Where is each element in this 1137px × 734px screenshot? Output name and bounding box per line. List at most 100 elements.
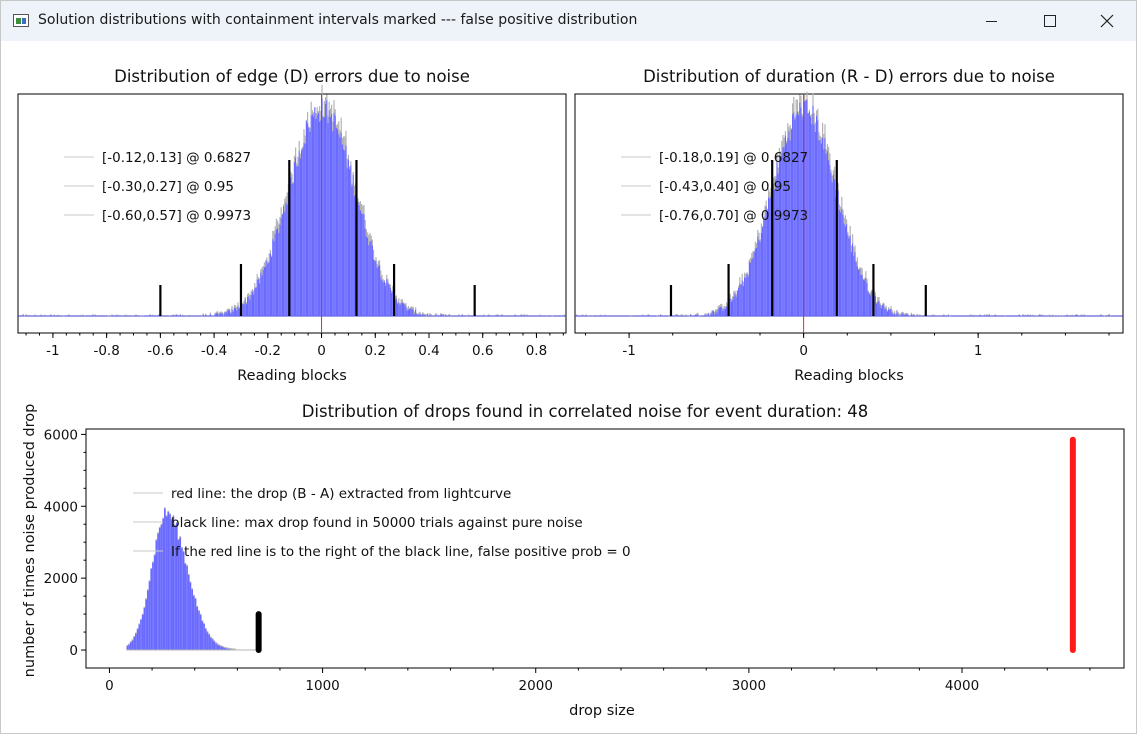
histogram-bar <box>744 276 746 316</box>
histogram-outline <box>275 218 277 230</box>
histogram-bar <box>816 115 818 316</box>
histogram-outline <box>883 302 885 305</box>
histogram-outline <box>92 314 94 316</box>
histogram-outline <box>585 314 587 316</box>
histogram-outline <box>126 644 129 647</box>
histogram-bar <box>332 130 334 316</box>
histogram-outline <box>297 156 299 167</box>
histogram-outline <box>110 315 112 317</box>
histogram-outline <box>398 298 400 303</box>
histogram-bar <box>902 312 904 316</box>
histogram-bar <box>310 114 312 316</box>
minimize-button[interactable] <box>962 1 1020 41</box>
histogram-outline <box>526 314 528 316</box>
histogram-outline <box>1041 314 1043 316</box>
histogram-outline <box>675 314 677 316</box>
histogram-bar <box>813 123 815 316</box>
histogram-outline <box>680 314 682 316</box>
histogram-outline <box>1096 314 1098 316</box>
histogram-bar <box>394 299 396 316</box>
histogram-outline <box>320 111 322 121</box>
histogram-outline <box>266 257 268 261</box>
histogram-outline <box>850 245 852 252</box>
histogram-bar <box>293 161 295 316</box>
x-tick-label: 0 <box>105 678 114 694</box>
maximize-button[interactable] <box>1020 1 1078 41</box>
histogram-outline <box>812 93 814 106</box>
histogram-outline <box>814 122 816 132</box>
histogram-outline <box>310 101 312 116</box>
histogram-outline <box>295 147 297 158</box>
histogram-outline <box>732 296 734 301</box>
histogram-bar <box>363 213 365 316</box>
histogram-outline <box>172 515 175 517</box>
histogram-outline <box>175 314 177 316</box>
histogram-outline <box>862 278 864 280</box>
histogram-outline <box>167 510 170 512</box>
histogram-outline <box>729 293 731 299</box>
histogram-bar <box>817 119 819 316</box>
histogram-outline <box>880 305 882 309</box>
histogram-outline <box>813 113 815 125</box>
histogram-outline <box>764 205 766 217</box>
histogram-outline <box>630 315 632 317</box>
histogram-outline <box>391 290 393 293</box>
histogram-bar <box>277 227 279 316</box>
histogram-outline <box>406 307 408 311</box>
histogram-outline <box>943 314 945 316</box>
histogram-bar <box>260 272 262 316</box>
histogram-outline <box>1075 314 1077 316</box>
histogram-outline <box>765 200 767 208</box>
histogram-bar <box>381 279 383 316</box>
histogram-outline <box>175 521 178 524</box>
histogram-outline <box>148 580 151 582</box>
histogram-outline <box>889 308 891 310</box>
histogram-outline <box>435 313 437 315</box>
title-bar[interactable]: Solution distributions with containment … <box>1 1 1136 41</box>
histogram-outline <box>350 161 352 166</box>
histogram-outline <box>776 153 778 163</box>
histogram-outline <box>133 635 136 638</box>
x-tick-label: 0.4 <box>418 343 439 359</box>
histogram-bar <box>176 314 178 316</box>
histogram-outline <box>169 315 171 317</box>
histogram-outline <box>733 291 735 297</box>
histogram-outline <box>684 314 686 317</box>
histogram-outline <box>274 226 276 235</box>
histogram-outline <box>1095 315 1097 317</box>
histogram-bar <box>1022 314 1024 316</box>
histogram-outline <box>273 230 275 242</box>
histogram-bar <box>201 621 204 651</box>
histogram-outline <box>739 277 741 284</box>
histogram-bar <box>739 283 741 316</box>
close-button[interactable] <box>1078 1 1136 41</box>
histogram-bar <box>740 284 742 316</box>
histogram-outline <box>140 315 142 317</box>
histogram-outline <box>805 99 807 101</box>
histogram-bar <box>313 116 315 317</box>
histogram-outline <box>189 581 192 583</box>
histogram-outline <box>100 314 102 316</box>
histogram-outline <box>724 306 726 310</box>
histogram-outline <box>285 196 287 203</box>
histogram-outline <box>831 175 833 183</box>
histogram-outline <box>913 313 915 315</box>
histogram-outline <box>861 268 863 276</box>
histogram-bar <box>388 284 390 316</box>
histogram-bar <box>726 306 728 316</box>
x-tick-label: 2000 <box>519 678 553 694</box>
histogram-outline <box>539 314 541 316</box>
histogram-outline <box>203 314 205 316</box>
histogram-outline <box>233 304 235 308</box>
histogram-bar <box>860 274 862 316</box>
histogram-outline <box>211 638 214 640</box>
histogram-outline <box>229 308 231 311</box>
histogram-bar <box>165 516 168 651</box>
histogram-outline <box>33 314 35 316</box>
histogram-bar <box>376 267 378 316</box>
histogram-outline <box>425 313 427 317</box>
histogram-bar <box>722 310 724 316</box>
histogram-outline <box>116 314 118 316</box>
histogram-bar <box>842 213 844 316</box>
histogram-outline <box>206 631 209 633</box>
